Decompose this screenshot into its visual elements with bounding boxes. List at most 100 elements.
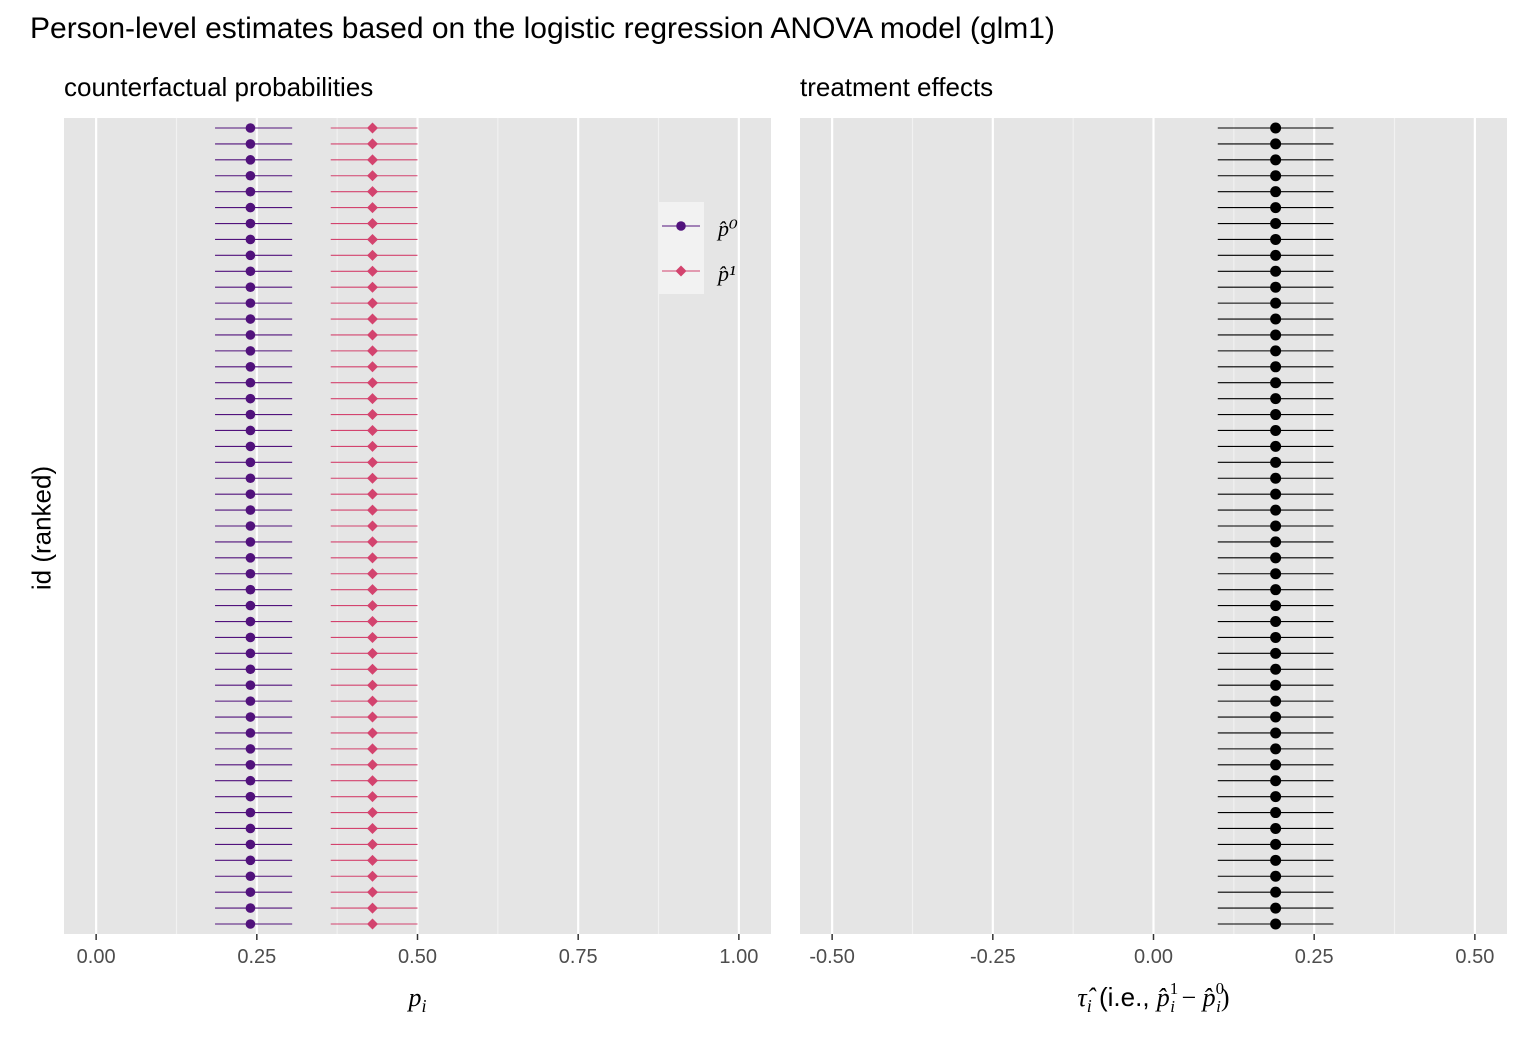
point-marker bbox=[245, 218, 256, 229]
point-marker bbox=[367, 472, 379, 484]
point-marker bbox=[245, 457, 256, 468]
point-marker bbox=[367, 186, 379, 198]
point-marker bbox=[245, 553, 256, 563]
legend-key-marker bbox=[675, 265, 687, 277]
point-marker bbox=[1270, 424, 1282, 436]
point-marker bbox=[1270, 488, 1282, 500]
point-marker bbox=[245, 537, 256, 547]
point-marker bbox=[1270, 472, 1282, 484]
point-marker bbox=[367, 122, 379, 134]
point-marker bbox=[1270, 154, 1282, 166]
point-marker bbox=[245, 919, 256, 929]
point-marker bbox=[1270, 616, 1282, 628]
point-marker bbox=[245, 186, 256, 197]
point-marker bbox=[245, 282, 256, 293]
point-marker bbox=[1270, 218, 1282, 230]
point-marker bbox=[1270, 409, 1282, 421]
x-tick-label: 0.50 bbox=[1455, 946, 1494, 968]
point-marker bbox=[367, 218, 379, 230]
x-tick-label: 0.00 bbox=[1134, 946, 1173, 968]
point-marker bbox=[245, 584, 256, 595]
point-marker bbox=[1270, 281, 1282, 293]
point-marker bbox=[1270, 456, 1282, 468]
point-marker bbox=[1270, 552, 1282, 564]
x-tick-label: -0.25 bbox=[970, 946, 1016, 968]
point-marker bbox=[367, 249, 379, 261]
point-marker bbox=[245, 250, 256, 261]
point-marker bbox=[367, 170, 379, 182]
point-marker bbox=[367, 870, 379, 882]
point-marker bbox=[245, 616, 256, 627]
point-marker bbox=[367, 631, 379, 643]
point-marker bbox=[245, 521, 256, 531]
point-marker bbox=[1270, 600, 1282, 612]
point-marker bbox=[245, 903, 256, 913]
point-marker bbox=[1270, 568, 1282, 580]
point-marker bbox=[245, 393, 256, 404]
point-marker bbox=[245, 409, 256, 420]
point-marker bbox=[245, 871, 256, 882]
point-marker bbox=[1270, 663, 1282, 675]
point-marker bbox=[367, 377, 379, 389]
point-marker bbox=[245, 632, 256, 643]
point-marker bbox=[367, 154, 379, 166]
point-marker bbox=[367, 329, 379, 341]
point-marker bbox=[1270, 313, 1282, 325]
point-marker bbox=[367, 695, 379, 707]
right-panel-subtitle: treatment effects bbox=[800, 72, 994, 102]
point-marker bbox=[1270, 902, 1282, 914]
point-marker bbox=[245, 823, 256, 834]
point-marker bbox=[1270, 297, 1282, 309]
point-marker bbox=[1270, 536, 1282, 548]
point-marker bbox=[1270, 822, 1282, 834]
point-marker bbox=[367, 902, 379, 914]
point-marker bbox=[367, 552, 379, 564]
point-marker bbox=[245, 489, 256, 499]
point-marker bbox=[1270, 647, 1282, 659]
x-tick-label: 0.25 bbox=[237, 946, 276, 968]
point-marker bbox=[1270, 440, 1282, 452]
legend-label: p̂¹ bbox=[716, 261, 736, 286]
point-marker bbox=[1270, 791, 1282, 803]
point-marker bbox=[367, 568, 379, 580]
point-marker bbox=[245, 600, 256, 611]
x-tick-label: 0.25 bbox=[1295, 946, 1334, 968]
x-axis-title: pi bbox=[406, 983, 426, 1016]
point-marker bbox=[367, 520, 379, 532]
point-marker bbox=[245, 887, 256, 897]
point-marker bbox=[245, 266, 256, 277]
point-marker bbox=[245, 648, 256, 659]
point-marker bbox=[367, 424, 379, 436]
point-marker bbox=[1270, 377, 1282, 389]
point-marker bbox=[367, 647, 379, 659]
panel-treatment-effects: -0.50 -0.25 0.00 0.25 0.50 τ̂i (i.e., p̂1 i − … bbox=[800, 118, 1507, 1016]
point-marker bbox=[367, 504, 379, 516]
point-marker bbox=[1270, 202, 1282, 214]
point-marker bbox=[245, 441, 256, 452]
point-marker bbox=[245, 760, 256, 770]
point-marker bbox=[1270, 138, 1282, 150]
legend-label: p̂⁰ bbox=[716, 216, 738, 241]
point-marker bbox=[1270, 854, 1282, 866]
x-tick-label: 0.00 bbox=[77, 946, 116, 968]
point-marker bbox=[367, 838, 379, 850]
point-marker bbox=[245, 712, 256, 722]
x-tick-label: 0.75 bbox=[559, 946, 598, 968]
point-marker bbox=[245, 791, 256, 802]
point-marker bbox=[367, 313, 379, 325]
legend-key-background bbox=[658, 202, 704, 294]
point-marker bbox=[1270, 870, 1282, 882]
panel-counterfactual: 0.00 0.25 0.50 0.75 1.00 pi p̂⁰ p̂¹ bbox=[64, 118, 771, 1016]
point-marker bbox=[367, 727, 379, 739]
point-marker bbox=[1270, 186, 1282, 198]
point-marker bbox=[245, 362, 256, 372]
point-marker bbox=[245, 314, 256, 324]
point-marker bbox=[367, 854, 379, 866]
point-marker bbox=[367, 663, 379, 675]
point-marker bbox=[245, 425, 256, 436]
point-marker bbox=[1270, 743, 1282, 755]
point-marker bbox=[245, 696, 256, 706]
point-marker bbox=[1270, 807, 1282, 819]
x-tick-label: 1.00 bbox=[719, 946, 758, 968]
point-marker bbox=[245, 664, 256, 675]
